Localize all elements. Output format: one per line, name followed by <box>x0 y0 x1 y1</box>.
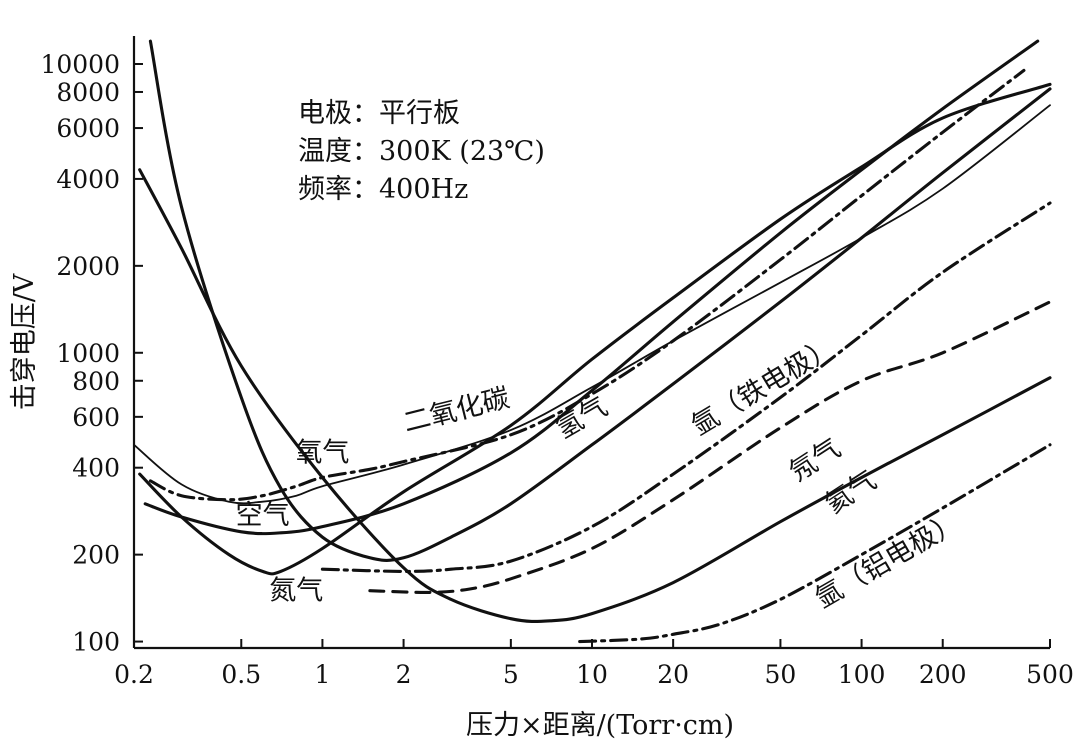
curve-label-9: 氩（铝电极） <box>810 507 966 615</box>
curve-label-3: 空气 <box>236 500 290 531</box>
info-line-frequency: 频率：400Hz <box>298 174 468 205</box>
curve-label-2: 二氧化碳 <box>400 383 512 439</box>
y-tick-label-600: 600 <box>72 403 120 432</box>
x-tick-label-10: 10 <box>576 660 608 689</box>
y-tick-label-100: 100 <box>72 628 120 657</box>
info-block: 电极：平行板 温度：300K (23℃) 频率：400Hz <box>298 98 545 205</box>
series-line-4 <box>138 82 1052 576</box>
y-tick-label-400: 400 <box>72 454 120 483</box>
series-line-6 <box>320 201 1052 573</box>
x-axis-title: 压力×距离/(Torr·cm) <box>466 710 734 741</box>
y-tick-label-200: 200 <box>72 541 120 570</box>
y-tick-label-4000: 4000 <box>56 165 120 194</box>
series-line-5 <box>148 39 1052 562</box>
series-line-3 <box>143 39 1040 536</box>
y-tick-label-800: 800 <box>72 367 120 396</box>
x-tick-label-500: 500 <box>1026 660 1074 689</box>
curve-label-6: 氩（铁电极） <box>686 332 841 442</box>
y-tick-label-10000: 10000 <box>40 50 120 79</box>
x-tick-label-1: 1 <box>314 660 330 689</box>
info-line-electrode: 电极：平行板 <box>298 98 460 129</box>
series-line-9 <box>578 443 1052 644</box>
y-tick-label-1000: 1000 <box>56 339 120 368</box>
x-tick-label-200: 200 <box>919 660 967 689</box>
x-ticks: 0.2 0.5 1 2 5 10 20 50 100 200 500 <box>114 639 1074 689</box>
y-tick-label-8000: 8000 <box>56 78 120 107</box>
curve-label-7: 氖气 <box>784 433 846 488</box>
x-tick-label-5: 5 <box>503 660 519 689</box>
y-tick-label-2000: 2000 <box>56 252 120 281</box>
series-line-2 <box>148 68 1026 502</box>
curve-label-4: 氮气 <box>269 575 323 606</box>
x-tick-label-0-5: 0.5 <box>221 660 261 689</box>
info-line-temperature: 温度：300K (23℃) <box>298 136 545 167</box>
x-tick-label-50: 50 <box>765 660 797 689</box>
x-tick-label-100: 100 <box>838 660 886 689</box>
curve-label-1: 氧气 <box>295 438 349 469</box>
series-line-7 <box>368 300 1052 594</box>
series <box>133 39 1052 644</box>
x-tick-label-20: 20 <box>657 660 689 689</box>
y-axis-title: 击穿电压/V <box>9 273 40 410</box>
series-line-8 <box>138 168 1052 624</box>
x-tick-label-0-2: 0.2 <box>114 660 154 689</box>
x-tick-label-2: 2 <box>396 660 412 689</box>
y-tick-label-6000: 6000 <box>56 114 120 143</box>
